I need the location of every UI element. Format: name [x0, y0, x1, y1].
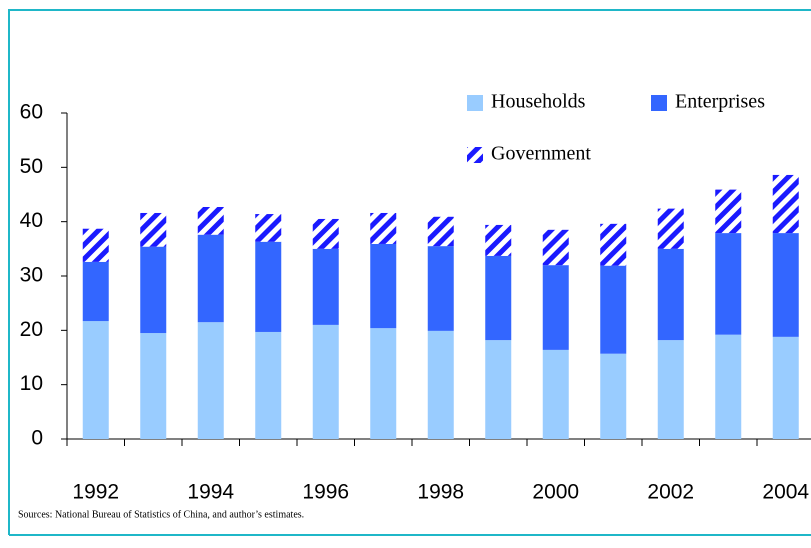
bar-segment: [312, 324, 339, 439]
bar-segment: [140, 333, 167, 439]
bar-segment: [370, 243, 397, 329]
bar-segment: [600, 223, 627, 266]
bar-segment: [427, 216, 454, 247]
legend-swatch: [467, 95, 483, 111]
y-tick-label: 40: [20, 209, 43, 232]
legend-label: Enterprises: [675, 91, 765, 113]
y-tick-label: 30: [20, 264, 43, 287]
x-tick-label: 1994: [187, 481, 234, 504]
bar-segment: [485, 224, 512, 256]
bar-segment: [82, 228, 109, 262]
bar-segment: [657, 340, 684, 439]
bar-segment: [197, 234, 224, 323]
bar-segment: [772, 336, 799, 439]
bar-segment: [772, 233, 799, 337]
bar-segment: [197, 322, 224, 439]
bar-segment: [772, 174, 799, 234]
bar-segment: [715, 334, 742, 439]
x-tick-label: 2004: [762, 481, 809, 504]
frame: [8, 9, 811, 536]
bar-segment: [370, 212, 397, 244]
bar-segment: [715, 233, 742, 335]
bar-segment: [600, 265, 627, 354]
bar-segment: [370, 328, 397, 439]
y-tick-label: 20: [20, 318, 43, 341]
bar-segment: [312, 218, 339, 249]
bar-segment: [657, 248, 684, 341]
bar-segment: [140, 246, 167, 334]
bar-segment: [600, 353, 627, 439]
bar-segment: [542, 349, 569, 439]
legend-swatch: [651, 95, 667, 111]
bar-segment: [427, 330, 454, 439]
x-tick-label: 1996: [302, 481, 349, 504]
legend-label: Households: [491, 91, 586, 113]
y-tick-label: 60: [20, 101, 43, 124]
bar-segment: [255, 241, 282, 332]
y-tick-label: 0: [31, 427, 43, 450]
x-tick-label: 2002: [647, 481, 694, 504]
bar-segment: [140, 212, 167, 247]
bar-segment: [427, 246, 454, 331]
y-tick-label: 10: [20, 372, 43, 395]
bar-segment: [485, 255, 512, 341]
bar-segment: [255, 214, 282, 242]
bar-segment: [255, 331, 282, 439]
bar-segment: [312, 248, 339, 325]
bar-segment: [82, 261, 109, 322]
bar-segment: [715, 189, 742, 234]
x-tick-label: 1992: [72, 481, 119, 504]
source: Sources: National Bureau of Statistics o…: [18, 509, 304, 520]
x-tick-label: 2000: [532, 481, 579, 504]
legend-swatch: [467, 147, 483, 163]
bar-segment: [197, 206, 224, 235]
bar-segment: [657, 208, 684, 249]
bar-segment: [542, 265, 569, 350]
bar-segment: [485, 340, 512, 439]
y-tick-label: 50: [20, 155, 43, 178]
bar-segment: [82, 321, 109, 439]
x-tick-label: 1998: [417, 481, 464, 504]
bar-segment: [542, 229, 569, 266]
legend-label: Government: [491, 143, 591, 165]
